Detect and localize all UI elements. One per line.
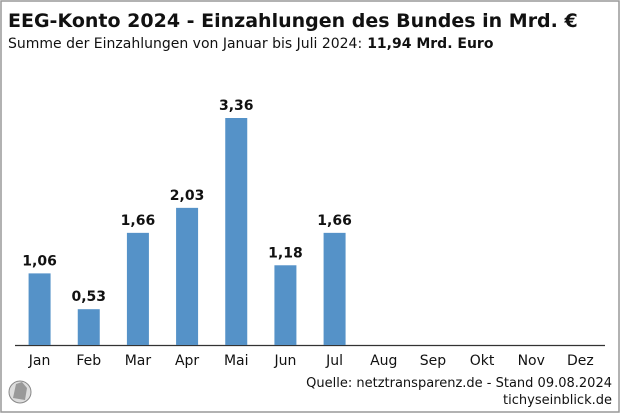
x-tick-label: Jul [325,353,343,369]
bar [126,232,149,345]
chart-title: EEG-Konto 2024 - Einzahlungen des Bundes… [8,10,578,32]
value-label: 3,36 [219,98,254,114]
x-tick-label: Nov [518,353,545,369]
x-tick-label: Jun [273,353,296,369]
value-label: 0,53 [71,289,106,305]
bar [274,265,297,345]
bar [28,273,51,345]
x-tick-label: Mar [125,353,152,369]
bar [225,118,248,345]
value-label: 1,66 [121,213,156,229]
source: Quelle: netztransparenz.de - Stand 09.08… [306,376,612,391]
x-tick-label: Apr [175,353,199,369]
x-tick-label: Sep [420,353,447,369]
x-tick-label: Feb [76,353,101,369]
value-label: 1,18 [268,245,303,261]
chart-subtitle: Summe der Einzahlungen von Januar bis Ju… [8,36,362,52]
value-label: 2,03 [170,188,205,204]
x-tick-label: Okt [470,353,495,369]
bar [77,309,100,345]
bar [323,232,346,345]
x-tick-label: Dez [567,353,594,369]
x-tick-label: Jan [28,353,51,369]
bar [176,207,199,345]
x-tick-label: Aug [370,353,397,369]
value-label: 1,06 [22,253,57,269]
logo [8,380,32,404]
publisher: tichyseinblick.de [503,393,612,408]
x-tick-label: Mai [224,353,249,369]
value-label: 1,66 [317,213,352,229]
chart-subtitle-highlight: 11,94 Mrd. Euro [367,36,494,52]
